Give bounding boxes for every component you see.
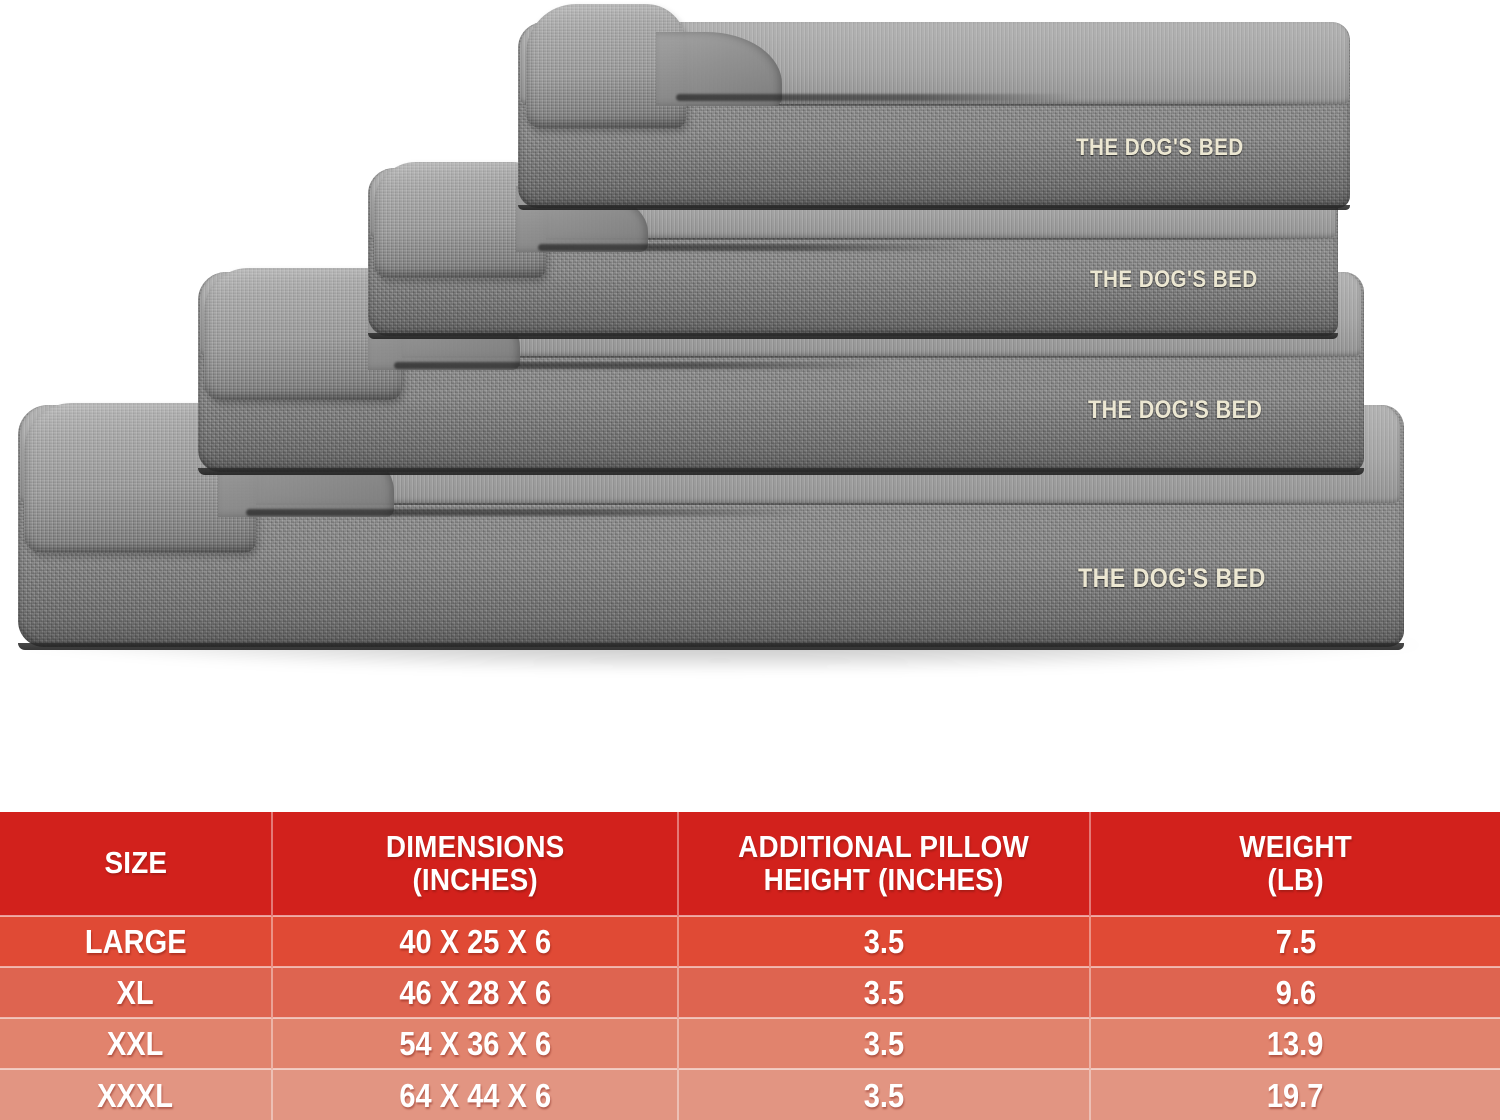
cell-weight: 7.5 bbox=[1089, 915, 1500, 967]
table-row: XL 46 X 28 X 6 3.5 9.6 bbox=[0, 966, 1500, 1018]
product-image-stack: THE DOG'S BED THE DOG'S BED THE DOG'S BE… bbox=[10, 4, 1430, 670]
bed-seam bbox=[368, 238, 1338, 240]
table-row: XXL 54 X 36 X 6 3.5 13.9 bbox=[0, 1017, 1500, 1069]
foam-edge-line bbox=[198, 468, 1364, 475]
bed-large: THE DOG'S BED bbox=[518, 4, 1350, 210]
cell-size: XXXL bbox=[0, 1068, 272, 1120]
cell-weight: 9.6 bbox=[1089, 966, 1500, 1018]
cell-weight: 19.7 bbox=[1089, 1068, 1500, 1120]
header-line-1: DIMENSIONS bbox=[385, 829, 565, 865]
size-chart-table: SIZE DIMENSIONS (INCHES) ADDITIONAL PILL… bbox=[0, 812, 1500, 1120]
header-line-2: (INCHES) bbox=[412, 861, 538, 897]
header-line-2: (LB) bbox=[1267, 861, 1324, 897]
header-line-1: WEIGHT bbox=[1239, 829, 1352, 865]
bolster-crevice bbox=[394, 362, 894, 369]
bolster-crevice bbox=[676, 94, 1076, 101]
bolster-crevice bbox=[538, 244, 968, 251]
foam-edge-line bbox=[18, 643, 1404, 650]
cell-dimensions: 64 X 44 X 6 bbox=[271, 1068, 678, 1120]
cell-pillow-height: 3.5 bbox=[677, 915, 1090, 967]
table-row: XXXL 64 X 44 X 6 3.5 19.7 bbox=[0, 1068, 1500, 1120]
cell-pillow-height: 3.5 bbox=[677, 1017, 1090, 1069]
bed-seam bbox=[18, 503, 1404, 505]
cell-dimensions: 40 X 25 X 6 bbox=[271, 915, 678, 967]
header-cell-pillow-height: ADDITIONAL PILLOW HEIGHT (INCHES) bbox=[677, 812, 1090, 916]
header-cell-size: SIZE bbox=[0, 812, 272, 916]
header-line-1: SIZE bbox=[104, 845, 167, 881]
cell-dimensions: 46 X 28 X 6 bbox=[271, 966, 678, 1018]
cell-size: XL bbox=[0, 966, 272, 1018]
bed-seam bbox=[198, 356, 1364, 358]
header-cell-weight: WEIGHT (LB) bbox=[1089, 812, 1500, 916]
header-line-1: ADDITIONAL PILLOW bbox=[738, 829, 1030, 865]
foam-edge-line bbox=[368, 333, 1338, 339]
cell-size: XXL bbox=[0, 1017, 272, 1069]
bed-seam bbox=[518, 104, 1350, 106]
cell-dimensions: 54 X 36 X 6 bbox=[271, 1017, 678, 1069]
cell-pillow-height: 3.5 bbox=[677, 966, 1090, 1018]
cell-weight: 13.9 bbox=[1089, 1017, 1500, 1069]
header-cell-dimensions: DIMENSIONS (INCHES) bbox=[271, 812, 678, 916]
table-header: SIZE DIMENSIONS (INCHES) ADDITIONAL PILL… bbox=[0, 812, 1500, 916]
table-header-row: SIZE DIMENSIONS (INCHES) ADDITIONAL PILL… bbox=[0, 812, 1500, 916]
foam-edge-line bbox=[518, 205, 1350, 210]
cell-pillow-height: 3.5 bbox=[677, 1068, 1090, 1120]
table-body: LARGE 40 X 25 X 6 3.5 7.5 XL 46 X 28 X 6… bbox=[0, 915, 1500, 1120]
bolster-crevice bbox=[246, 509, 806, 516]
cell-size: LARGE bbox=[0, 915, 272, 967]
header-line-2: HEIGHT (INCHES) bbox=[764, 861, 1004, 897]
table-row: LARGE 40 X 25 X 6 3.5 7.5 bbox=[0, 915, 1500, 967]
